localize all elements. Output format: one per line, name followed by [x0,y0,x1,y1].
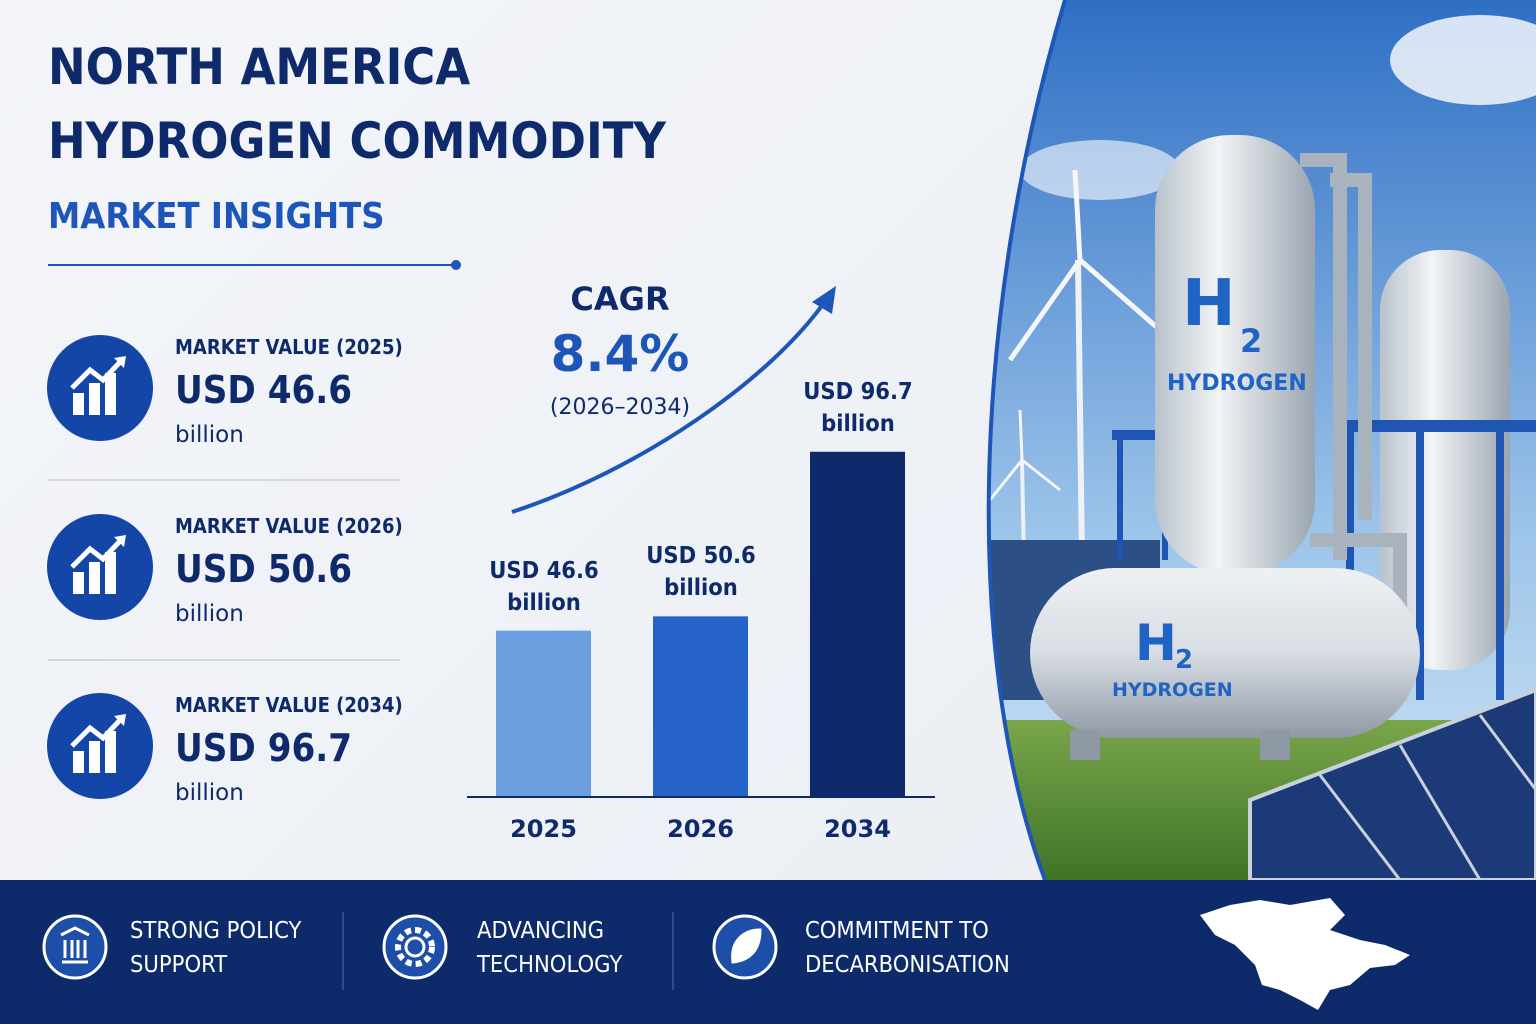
value-label: USD 50.6 billion [645,543,756,602]
tank-symbol: H [1182,267,1236,341]
stat-unit: billion [175,422,244,448]
tank-subscript: 2 [1175,645,1193,675]
tank-symbol: H [1135,614,1177,672]
stat-unit: billion [175,780,244,806]
stat-label: MARKET VALUE (2026) [175,514,403,538]
x-tick-label: 2026 [667,815,734,843]
bar-chart [496,451,905,797]
title-line: HYDROGEN COMMODITY [48,112,666,170]
cagr-label: CAGR [570,280,670,318]
stat-value: USD 46.6 [175,368,353,412]
value-label: USD 46.6 billion [488,557,599,616]
stat-value: USD 96.7 [175,726,353,770]
stat-value: USD 50.6 [175,547,353,591]
tank-label: HYDROGEN [1112,679,1233,701]
photo [988,0,1536,880]
cagr-period: (2026–2034) [549,395,691,420]
footer-item: ADVANCING TECHNOLOGY [477,918,623,978]
x-tick-label: 2034 [824,815,891,843]
title-line: NORTH AMERICA [48,38,471,96]
subtitle: MARKET INSIGHTS [48,196,385,237]
value-label: USD 96.7 billion [802,378,913,437]
tank-labels: H 2 HYDROGEN H 2 HYDROGEN [1112,267,1307,701]
stat-label: MARKET VALUE (2025) [175,335,403,359]
bar [810,451,905,797]
x-tick-label: 2025 [510,815,577,843]
bar [653,616,748,797]
footer-item: COMMITMENT TO DECARBONISATION [805,918,1010,978]
tank-subscript: 2 [1240,322,1262,360]
footer-icons [42,914,778,980]
stat-icons [47,335,153,799]
footer-item: STRONG POLICY SUPPORT [130,918,302,978]
tank-label: HYDROGEN [1167,371,1307,396]
map [1200,898,1410,1010]
stat-unit: billion [175,601,244,627]
cagr-value: 8.4% [550,325,690,383]
stat-label: MARKET VALUE (2034) [175,693,403,717]
bar [496,630,591,797]
